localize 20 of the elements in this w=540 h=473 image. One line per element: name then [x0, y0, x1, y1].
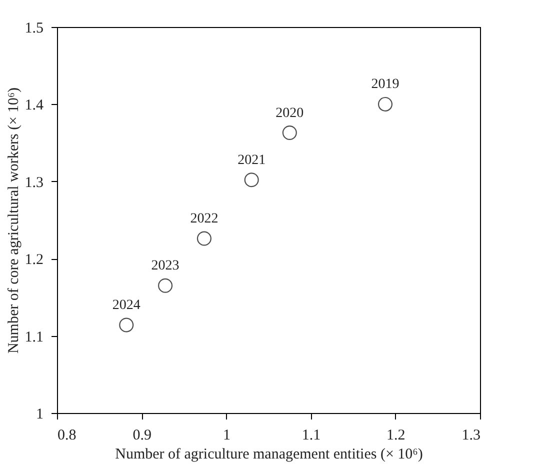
y-tick-label: 1.1 — [24, 329, 44, 346]
x-tick-label: 1.3 — [462, 428, 480, 444]
x-tick-label: 1 — [222, 428, 230, 444]
x-tick-label: 1.2 — [386, 428, 406, 444]
y-tick-label: 1.4 — [24, 98, 44, 114]
y-tick-label: 1.2 — [24, 252, 44, 268]
annotation: 2022 — [190, 212, 218, 227]
y-tick-label: 1.5 — [24, 20, 44, 36]
annotation: 2020 — [276, 106, 304, 121]
annotation: 2024 — [112, 298, 140, 313]
x-tick-label: 0.9 — [132, 428, 152, 444]
y-tick-label: 1 — [36, 406, 44, 422]
x-tick-label: 1.1 — [302, 428, 321, 444]
annotation: 2019 — [371, 77, 400, 92]
y-axis-title: Number of core agricultural workers (× 10⁶) — [6, 87, 22, 354]
y-tick-label: 1.3 — [24, 174, 44, 191]
annotation: 2023 — [151, 258, 180, 274]
x-axis-title: Number of agriculture management entities (× 10⁶) — [115, 446, 423, 462]
x-tick-label: 0.8 — [58, 428, 76, 444]
annotation: 2021 — [238, 152, 266, 168]
